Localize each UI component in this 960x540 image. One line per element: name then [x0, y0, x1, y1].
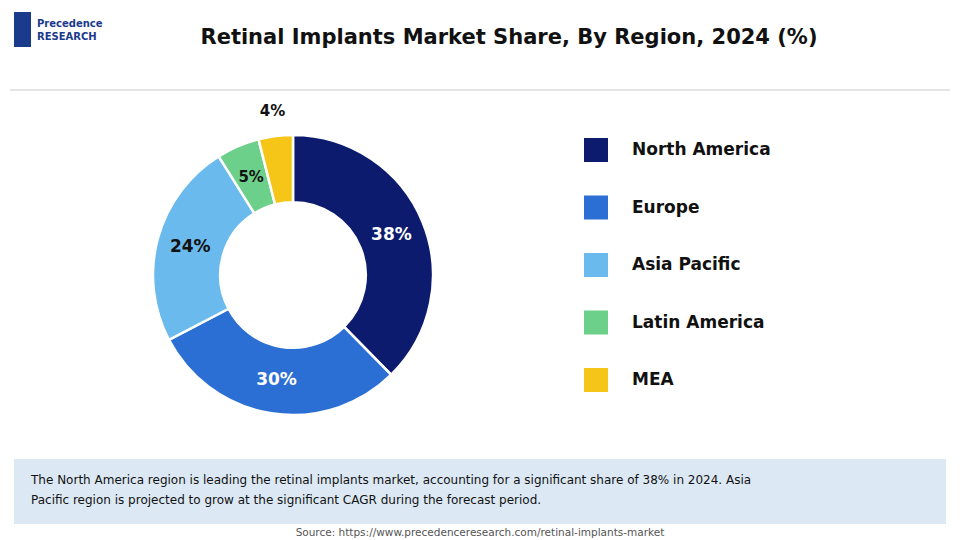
chart: Precedence RESEARCH Retinal Implants Marke…: [0, 0, 960, 540]
slice: [293, 135, 433, 375]
legend-swatch: [584, 253, 608, 277]
text-line: The North America region is leading the …: [30, 473, 751, 487]
slice: [169, 309, 391, 415]
legend-entry: Europe: [632, 197, 699, 217]
logo-text: Precedence RESEARCH: [37, 18, 103, 42]
data-label: 38%: [371, 224, 412, 244]
legend-entry: North America: [632, 139, 771, 159]
text-line: RESEARCH: [37, 31, 97, 42]
title: Retinal Implants Market Share, By Region…: [200, 25, 817, 49]
annotation: The North America region is leading the …: [30, 473, 751, 506]
source: Source: https://www.precedenceresearch.c…: [296, 526, 665, 538]
legend-swatch: [584, 368, 608, 392]
legend-swatch: [584, 311, 608, 335]
text-line: Precedence: [37, 18, 103, 29]
header: Precedence RESEARCH Retinal Implants Marke…: [10, 12, 950, 90]
legend-entry: Asia Pacific: [632, 254, 741, 274]
data-label: 30%: [256, 369, 297, 389]
legend: North America Europe Asia Pacific Latin Ame…: [584, 138, 771, 392]
text-line: Pacific region is projected to grow at t…: [31, 492, 541, 506]
annotation-box: The North America region is leading the …: [14, 459, 946, 524]
legend-swatch: [584, 138, 608, 162]
logo-icon: [14, 12, 31, 47]
legend-entry: Latin America: [632, 312, 764, 332]
data-label: 4%: [260, 102, 285, 120]
legend-entry: MEA: [632, 369, 675, 389]
data-label: 24%: [170, 236, 211, 256]
annotation-background: [14, 459, 946, 524]
data-labels: 38% 30% 24% 5% 4%: [170, 102, 412, 390]
legend-swatch: [584, 196, 608, 220]
data-label: 5%: [238, 168, 263, 186]
separator: [10, 89, 950, 90]
donut: [153, 135, 433, 415]
